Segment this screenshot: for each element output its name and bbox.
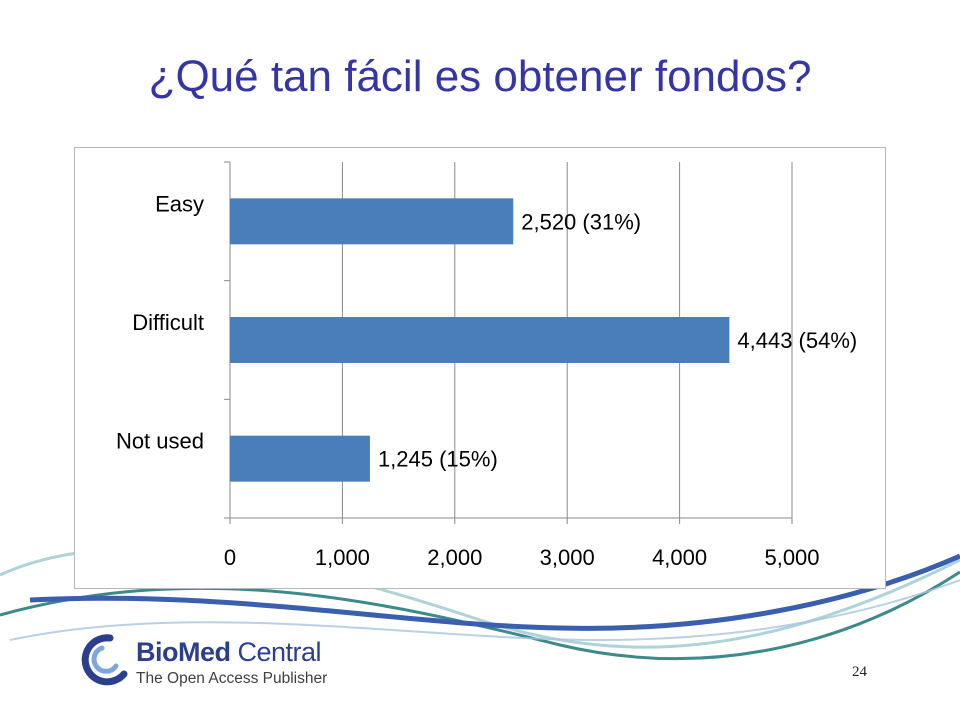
biomed-central-logo: BioMed Central The Open Access Publisher	[76, 630, 346, 696]
x-tick-label: 5,000	[764, 545, 819, 570]
logo-name: BioMed Central	[136, 637, 322, 668]
swoosh-blue	[29, 553, 960, 631]
data-label: 2,520 (31%)	[521, 209, 641, 234]
bar-easy	[230, 198, 514, 245]
bar-chart: 0 1,000 2,000 3,000 4,000 5,000 Easy 2,520 (31%…	[116, 161, 857, 570]
category-label: Easy	[155, 191, 204, 216]
chart-frame: 0 1,000 2,000 3,000 4,000 5,000 Easy 2,520 (31%…	[74, 147, 886, 589]
page-number: 24	[852, 664, 867, 680]
logo-name-regular: Central	[237, 637, 322, 667]
slide-title: ¿Qué tan fácil es obtener fondos?	[148, 52, 812, 101]
logo-circle-icon	[81, 634, 128, 686]
category-label: Difficult	[132, 310, 204, 335]
bar-not-used	[230, 435, 370, 482]
x-tick-label: 0	[224, 545, 236, 570]
swoosh-lightblue	[9, 579, 960, 642]
data-label: 1,245 (15%)	[378, 447, 498, 472]
x-tick-label: 1,000	[315, 545, 370, 570]
bar-difficult	[230, 317, 730, 363]
category-label: Not used	[116, 429, 204, 454]
data-label: 4,443 (54%)	[737, 328, 857, 353]
x-tick-label: 3,000	[540, 545, 595, 570]
x-tick-label: 4,000	[652, 545, 707, 570]
x-tick-label: 2,000	[427, 545, 482, 570]
logo-tagline: The Open Access Publisher	[136, 670, 328, 687]
logo-name-bold: BioMed	[136, 637, 231, 667]
